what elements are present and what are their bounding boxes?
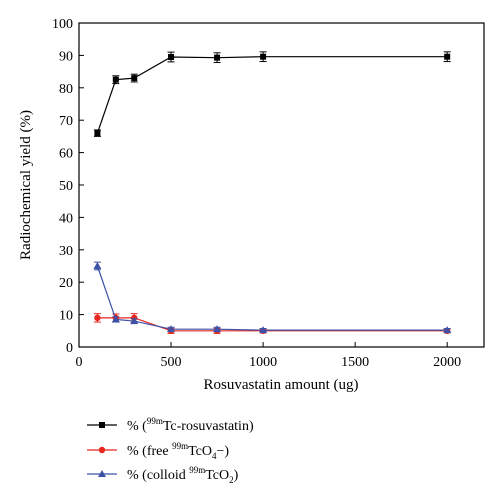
y-tick-label: 70 (59, 114, 73, 129)
x-tick-label: 1500 (341, 355, 369, 370)
y-tick-label: 50 (59, 179, 73, 194)
data-point (259, 326, 268, 334)
data-point (131, 75, 138, 82)
y-tick-label: 30 (59, 244, 73, 259)
series-0 (93, 51, 451, 137)
data-point (94, 130, 101, 137)
y-tick-label: 60 (59, 147, 73, 162)
legend-item-1: % (free 99mTcO4−) (87, 441, 229, 461)
data-point (168, 54, 175, 61)
x-axis: 0 500 1000 1500 2000 (76, 342, 461, 370)
legend-label: % (99mTc-rosuvastatin) (127, 416, 254, 434)
y-axis: 0 10 20 30 40 50 60 70 80 90 100 (52, 17, 84, 356)
x-tick-label: 0 (76, 355, 83, 370)
data-point (213, 325, 222, 333)
legend-label: % (free 99mTcO4−) (127, 441, 229, 461)
y-tick-label: 40 (59, 211, 73, 226)
data-point (167, 325, 176, 333)
data-point (111, 315, 120, 323)
legend-marker (98, 446, 106, 454)
legend-label: % (colloid 99mTcO2) (127, 465, 239, 485)
series-2 (93, 261, 452, 334)
y-axis-title: Radiochemical yield (%) (18, 110, 34, 260)
legend-item-0: % (99mTc-rosuvastatin) (87, 416, 254, 434)
legend-marker (99, 422, 105, 428)
x-tick-label: 2000 (433, 355, 461, 370)
data-point (112, 76, 119, 83)
y-tick-label: 20 (59, 276, 73, 291)
series-line (96, 265, 448, 331)
data-point (260, 53, 267, 60)
legend-item-2: % (colloid 99mTcO2) (87, 465, 239, 485)
data-point (130, 317, 139, 325)
y-tick-label: 80 (59, 82, 73, 97)
x-tick-label: 500 (161, 355, 182, 370)
series-layer (93, 51, 452, 334)
series-line (96, 56, 448, 134)
x-tick-label: 1000 (249, 355, 277, 370)
y-tick-label: 0 (66, 341, 73, 356)
data-point (94, 314, 101, 322)
legend-marker (98, 470, 106, 477)
data-point (444, 53, 451, 60)
legend: % (99mTc-rosuvastatin) % (free 99mTcO4−)%… (87, 416, 254, 485)
data-point (214, 54, 221, 61)
data-point (93, 262, 102, 269)
y-tick-label: 10 (59, 309, 73, 324)
y-tick-label: 90 (59, 49, 73, 64)
data-point (443, 326, 452, 334)
x-axis-title: Rosuvastatin amount (ug) (204, 377, 359, 393)
plot-frame (78, 22, 485, 348)
y-tick-label: 100 (52, 17, 73, 32)
